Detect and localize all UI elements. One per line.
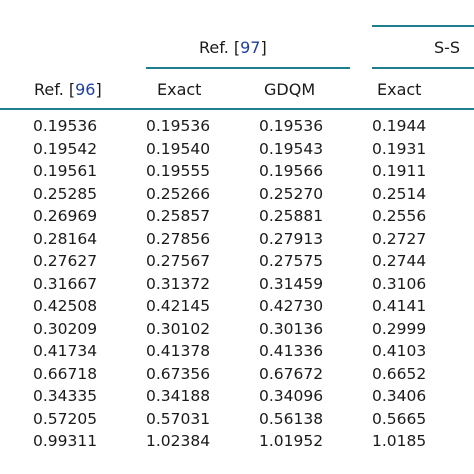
cell-ref-96: 0.19536 — [33, 117, 98, 135]
cell-ref-96: 0.99311 — [33, 432, 98, 450]
cell-s-s-exact: 0.6652 — [372, 364, 427, 383]
cell-gdqm: 0.41336 — [259, 342, 324, 360]
cell-gdqm: 0.56138 — [259, 409, 324, 428]
cell-exact: 0.27856 — [146, 229, 211, 248]
cell-exact: 0.31372 — [146, 274, 211, 293]
cell-gdqm: 0.25881 — [259, 207, 324, 225]
cell-gdqm: 0.19536 — [259, 117, 324, 135]
cell-gdqm: 0.34096 — [259, 387, 324, 405]
cell-s-s-exact: 0.2514 — [372, 184, 427, 203]
ref-97-link[interactable]: 97 — [240, 38, 261, 57]
cell-gdqm: 0.30136 — [259, 319, 324, 338]
cell-gdqm: 0.25270 — [259, 184, 324, 203]
cell-s-s-exact: 0.2556 — [372, 207, 427, 225]
cell-gdqm: 0.27575 — [259, 252, 324, 270]
cell-ref-96: 0.42508 — [33, 297, 98, 315]
cell-gdqm: 1.01952 — [259, 432, 324, 450]
group-rule-ref-97 — [146, 67, 350, 69]
cell-ref-96: 0.41734 — [33, 342, 98, 360]
cell-s-s-exact: 1.0185 — [372, 432, 427, 450]
ref-prefix: Ref. [ — [199, 38, 241, 57]
cell-s-s-exact: 0.1911 — [372, 162, 427, 180]
top-rule-right — [372, 25, 474, 27]
cell-exact: 0.42145 — [146, 297, 211, 315]
header-rule — [0, 108, 474, 110]
cell-exact: 0.41378 — [146, 342, 211, 360]
group-header-s-s: S-S — [434, 38, 461, 57]
col-header-gdqm: GDQM — [264, 80, 316, 99]
cell-s-s-exact: 0.3406 — [372, 387, 427, 405]
cell-ref-96: 0.57205 — [33, 409, 98, 428]
cell-exact: 0.19555 — [146, 162, 211, 180]
ref-suffix: ] — [260, 38, 267, 57]
cell-gdqm: 0.27913 — [259, 229, 324, 248]
cell-gdqm: 0.31459 — [259, 274, 324, 293]
cell-exact: 0.25266 — [146, 184, 211, 203]
cell-exact: 0.30102 — [146, 319, 211, 338]
cell-ref-96: 0.66718 — [33, 364, 98, 383]
cell-gdqm: 0.19543 — [259, 139, 324, 158]
ref-96-link[interactable]: 96 — [75, 80, 96, 99]
cell-s-s-exact: 0.4141 — [372, 297, 427, 315]
cell-exact: 0.57031 — [146, 409, 211, 428]
cell-exact: 0.67356 — [146, 364, 211, 383]
cell-s-s-exact: 0.2744 — [372, 252, 427, 270]
cell-ref-96: 0.31667 — [33, 274, 98, 293]
group-header-ref-97: Ref. [97] — [199, 40, 267, 56]
cell-gdqm: 0.67672 — [259, 364, 324, 383]
ref-prefix: Ref. [ — [34, 80, 76, 99]
ref-suffix: ] — [95, 80, 102, 99]
cell-exact: 0.34188 — [146, 387, 211, 405]
cell-exact: 1.02384 — [146, 432, 211, 450]
cell-ref-96: 0.26969 — [33, 207, 98, 225]
cell-s-s-exact: 0.1931 — [372, 139, 427, 158]
cell-ref-96: 0.27627 — [33, 252, 98, 270]
cell-s-s-exact: 0.5665 — [372, 409, 427, 428]
cell-exact: 0.19540 — [146, 139, 211, 158]
cell-ref-96: 0.34335 — [33, 387, 98, 405]
cell-s-s-exact: 0.4103 — [372, 342, 427, 360]
cell-exact: 0.25857 — [146, 207, 211, 225]
cell-ref-96: 0.25285 — [33, 184, 98, 203]
cell-gdqm: 0.19566 — [259, 162, 324, 180]
cell-exact: 0.27567 — [146, 252, 211, 270]
cell-ref-96: 0.28164 — [33, 229, 98, 248]
cell-s-s-exact: 0.2999 — [372, 319, 427, 338]
cell-exact: 0.19536 — [146, 117, 211, 135]
cell-ref-96: 0.30209 — [33, 319, 98, 338]
cell-gdqm: 0.42730 — [259, 297, 324, 315]
cell-ref-96: 0.19561 — [33, 162, 98, 180]
col-header-ref-96: Ref. [96] — [34, 82, 102, 98]
group-rule-s-s — [372, 67, 474, 69]
cell-ref-96: 0.19542 — [33, 139, 98, 158]
cell-s-s-exact: 0.2727 — [372, 229, 427, 248]
cell-s-s-exact: 0.3106 — [372, 274, 427, 293]
col-header-exact: Exact — [157, 80, 202, 99]
cell-s-s-exact: 0.1944 — [372, 117, 427, 135]
col-header-s-s-exact: Exact — [377, 80, 422, 99]
